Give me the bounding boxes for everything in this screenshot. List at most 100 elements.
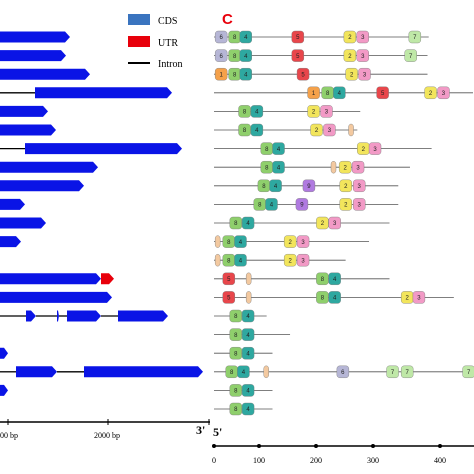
gene-row-12-segment-1-cds	[0, 236, 21, 248]
gene-axis-end-label: 3'	[196, 423, 205, 437]
motif-row-1-label-5: 2	[348, 35, 352, 41]
motif-4-box: 4	[241, 328, 255, 341]
motif-row-1-box-1	[214, 30, 228, 44]
motif-row-15-label-4: 4	[333, 296, 337, 302]
motif-row-3-box-6	[358, 67, 371, 81]
motif-row-12-label-2: 8	[227, 240, 231, 246]
motif-6-box: 6	[336, 365, 350, 378]
motif-row-6-box-5	[348, 123, 354, 137]
motif-4-box: 4	[234, 253, 247, 267]
motif-6-box: 6	[214, 49, 228, 62]
motif-row-1-box-4	[291, 30, 305, 44]
motif-row-15-box-4	[328, 291, 341, 304]
motif-1-box: 1	[214, 67, 228, 81]
motif-row-4-label-6: 3	[442, 91, 446, 97]
motif-8-box: 8	[222, 235, 235, 248]
gene-row-16-segment-4-cds	[57, 310, 59, 322]
motif-row-6-box-3	[310, 123, 323, 137]
motif-4-box: 4	[241, 216, 255, 230]
motif-axis-tick-label-1: 100	[253, 456, 265, 465]
motif-row-19-label-1: 8	[230, 370, 234, 376]
motif-3-box: 3	[353, 179, 366, 193]
motif-axis-dot-1	[257, 444, 261, 448]
motif-row-1-label-6: 3	[361, 35, 365, 41]
motif-row-10-label-2: 4	[270, 203, 274, 209]
motif-rows: 6 8 4 5 2 3 7 6 8 4 5 2 3 7 1 8 4 5 2 3 1 8 4 5 2 3 8 4 2 3 8 4 2 3 8 4 2 3 8 4…	[214, 30, 474, 416]
motif-row-20-box-2	[241, 384, 255, 397]
gene-row-7-segment-2-cds	[25, 143, 182, 155]
motif-8-box: 8	[253, 198, 266, 211]
gene-row-19-segment-2-cds	[16, 366, 57, 378]
motif-axis-tick-label-0: 0	[212, 456, 216, 465]
motif-row-16-label-2: 4	[246, 314, 250, 320]
motif-row-6-box-1	[238, 123, 251, 137]
legend-label-utr: UTR	[158, 38, 178, 49]
motif-row-3-box-5	[345, 67, 358, 81]
motif-row-2-box-5	[343, 49, 357, 62]
motif-row-17-label-2: 4	[246, 333, 250, 339]
motif-row-15-label-5: 2	[406, 296, 410, 302]
motif-row-1-label-4: 5	[296, 35, 300, 41]
motif-8-box: 8	[225, 365, 238, 378]
gene-axis-tick-label-0: 00 bp	[0, 431, 18, 440]
motif-4-box: 4	[328, 272, 341, 285]
motif-row-2-label-2: 8	[233, 54, 237, 60]
motif-3-box: 3	[412, 291, 426, 304]
motif-row-19-label-5: 7	[391, 370, 395, 376]
motif-2-box: 2	[424, 86, 437, 100]
motif-3-box: 3	[356, 30, 369, 44]
motif-row-19-box-4	[336, 365, 350, 378]
motif-3-box: 3	[296, 235, 310, 248]
motif-row-7-box-2	[272, 142, 285, 155]
motif-5-box: 5	[222, 291, 235, 304]
motif-row-8-label-1: 8	[265, 165, 269, 171]
motif-row-11-label-4: 3	[333, 221, 337, 227]
motif-row-4-box-4	[376, 86, 389, 100]
motif-row-14-box-3	[316, 272, 329, 285]
motif-row-19-label-2: 4	[242, 370, 246, 376]
motif-row-19-box-7	[462, 365, 474, 378]
motif-row-11-box-4	[328, 216, 341, 230]
gene-row-14-segment-2-utr	[101, 273, 114, 285]
motif-8-box: 8	[321, 86, 334, 100]
motif-4-box: 4	[272, 160, 285, 174]
motif-row-6-label-4: 3	[328, 128, 332, 134]
motif-row-2-box-4	[291, 49, 305, 62]
gene-axis-tick-label-1: 2000 bp	[94, 431, 120, 440]
motif-row-1-label-1: 6	[219, 35, 223, 41]
motif-9-box: 9	[295, 198, 309, 211]
motif-1-box: 1	[307, 86, 320, 100]
gene-row-2-segment-1-cds	[0, 50, 66, 62]
motif-row-18-box-2	[241, 347, 255, 360]
motif-row-5-label-4: 3	[325, 110, 329, 116]
motif-3-box: 3	[351, 160, 365, 174]
motif-8-box: 8	[229, 328, 242, 341]
motif-row-16-box-1	[229, 309, 242, 323]
motif-row-4-label-2: 8	[326, 91, 330, 97]
legend-label-intron: Intron	[158, 59, 182, 70]
gene-row-10-segment-1-cds	[0, 198, 25, 210]
motif-row-3-label-5: 2	[350, 72, 354, 78]
motif-8-box: 8	[260, 142, 273, 155]
motif-3-box: 3	[437, 86, 450, 100]
motif-8-box: 8	[229, 384, 242, 397]
motif-row-21-label-1: 8	[234, 407, 238, 413]
motif-row-8-label-2: 4	[277, 165, 281, 171]
motif-row-15-box-2	[245, 291, 252, 304]
gene-row-16-segment-6-cds	[67, 310, 101, 322]
motif-4-box: 4	[333, 86, 346, 100]
motif-10-box	[214, 253, 221, 267]
motif-row-8-box-2	[272, 160, 285, 174]
motif-3-box: 3	[353, 198, 366, 211]
motif-row-5-box-1	[238, 105, 251, 118]
motif-row-19-label-4: 6	[341, 370, 345, 376]
motif-row-7-label-4: 3	[373, 147, 377, 153]
motif-4-box: 4	[241, 384, 255, 397]
motif-row-9-label-4: 2	[344, 184, 348, 190]
motif-3-box: 3	[323, 123, 336, 137]
motif-2-box: 2	[339, 179, 352, 193]
motif-row-15-label-3: 8	[321, 296, 325, 302]
motif-row-6-box-4	[323, 123, 336, 137]
panel-label: C	[222, 11, 233, 28]
motif-row-2-label-7: 7	[409, 54, 413, 60]
